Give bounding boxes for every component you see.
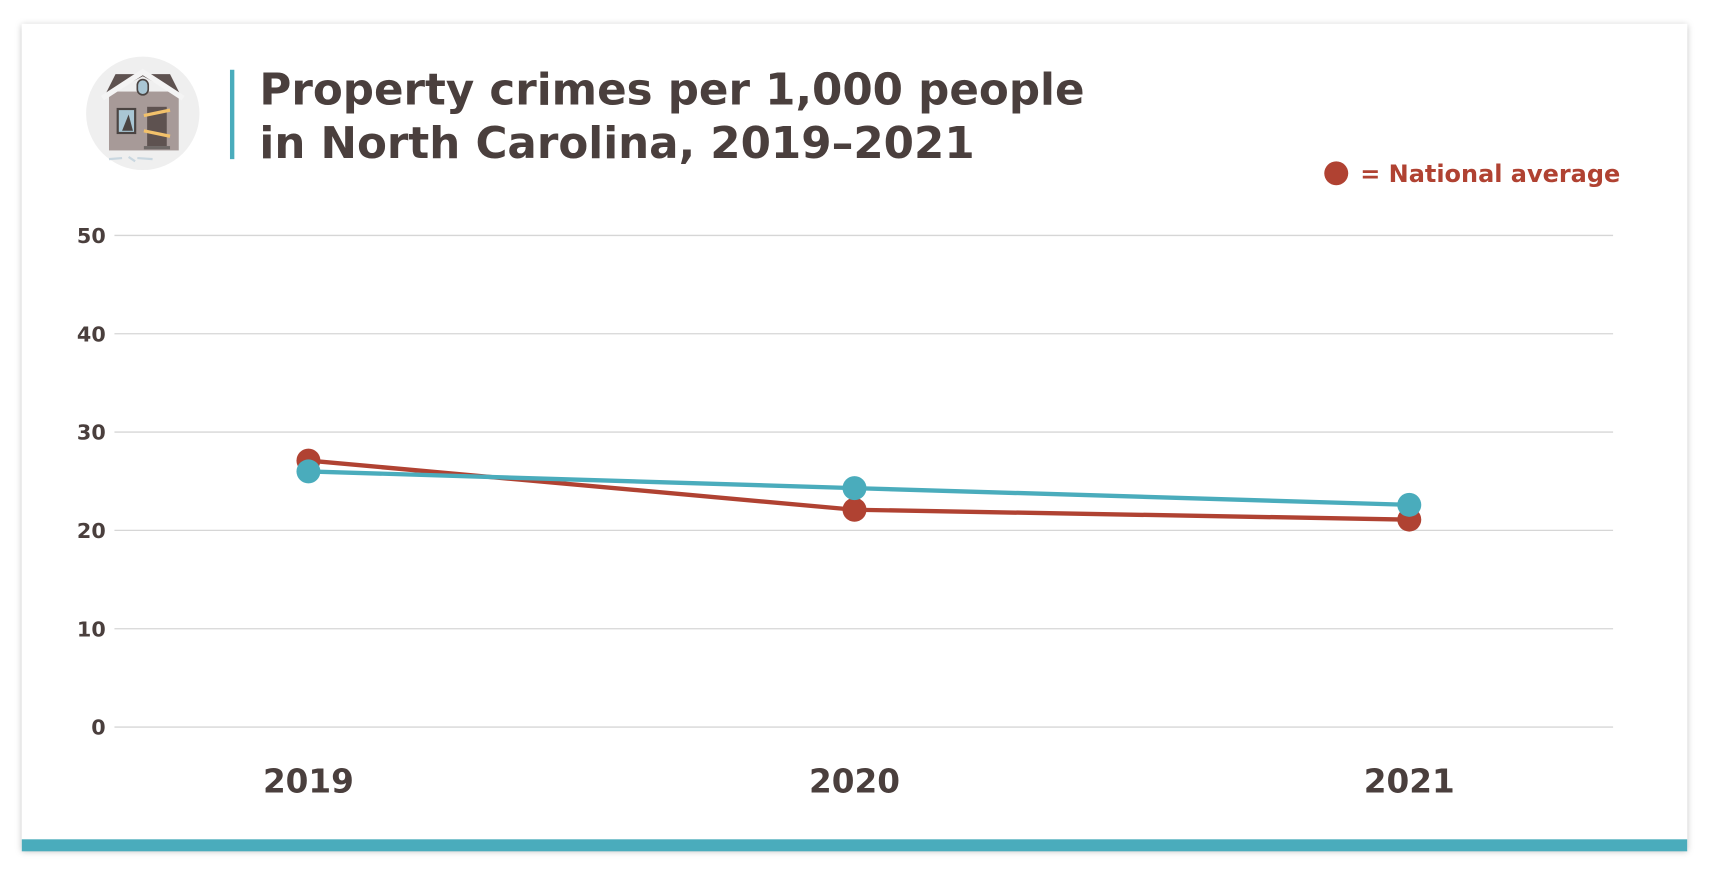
y-tick-label: 10	[77, 617, 106, 641]
title-accent-line	[229, 69, 235, 160]
y-tick-label: 30	[77, 421, 106, 445]
y-tick-label: 20	[77, 519, 106, 543]
x-tick-label: 2020	[809, 762, 900, 800]
chart-title-line-2: in North Carolina, 2019–2021	[259, 119, 974, 169]
national-data-point	[842, 497, 867, 522]
y-tick-label: 0	[91, 716, 105, 740]
card-accent-bar	[21, 839, 1688, 852]
chart-title-line-1: Property crimes per 1,000 people	[259, 66, 1084, 116]
x-tick-label: 2021	[1364, 762, 1455, 800]
y-tick-label: 40	[77, 322, 106, 346]
state-data-point	[296, 459, 321, 484]
y-tick-label: 50	[77, 224, 106, 248]
legend-national-label: = National average	[1360, 160, 1620, 188]
state-data-point	[842, 476, 867, 501]
state-data-point	[1397, 492, 1422, 517]
boarded-up-house-icon	[86, 56, 200, 171]
card-background	[21, 23, 1688, 851]
legend-national-marker	[1324, 161, 1349, 186]
x-tick-label: 2019	[263, 762, 354, 800]
